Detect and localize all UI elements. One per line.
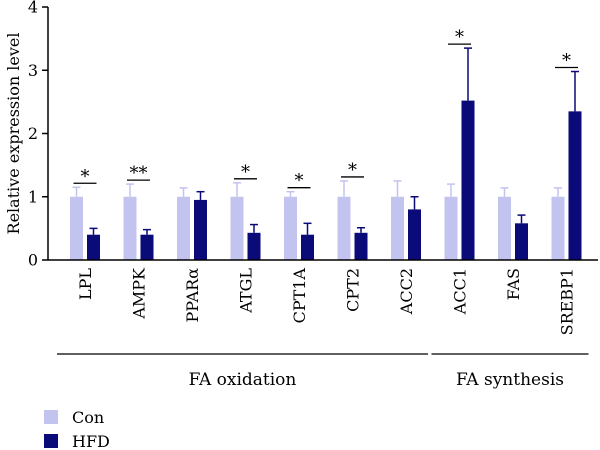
x-axis: LPL AMPK PPARα ATGL CPT1A CPT2 ACC2 ACC1 FAS SREB…	[48, 259, 598, 335]
significance-markers: * ** * ****	[73, 27, 578, 192]
bar-hfd-5	[354, 232, 368, 260]
group-label-0: FA oxidation	[189, 370, 297, 390]
legend-label-con: Con	[72, 408, 104, 427]
x-tick-label-3: ATGL	[237, 268, 256, 314]
x-tick-label-0: LPL	[76, 268, 95, 300]
significance-label-7: *	[455, 27, 464, 48]
x-tick-label-7: ACC1	[451, 268, 470, 315]
significance-label-1: **	[130, 163, 148, 184]
bars	[70, 100, 582, 260]
significance-label-9: *	[562, 51, 571, 72]
y-tick-label: 3	[28, 61, 38, 80]
bar-con-8	[498, 196, 511, 260]
significance-label-3: *	[241, 162, 250, 183]
x-tick-label-9: SREBP1	[558, 268, 577, 335]
bar-hfd-9	[568, 111, 582, 260]
bar-hfd-6	[408, 209, 421, 260]
bar-hfd-2	[194, 199, 207, 260]
y-tick-label: 1	[28, 187, 38, 206]
bar-con-6	[391, 196, 404, 260]
x-tick-label-8: FAS	[504, 268, 523, 300]
group-label-1: FA synthesis	[456, 370, 564, 390]
bar-con-9	[551, 196, 565, 260]
bar-hfd-7	[461, 100, 475, 260]
bar-hfd-1	[140, 234, 154, 260]
bar-hfd-3	[247, 232, 261, 260]
bar-hfd-0	[87, 234, 100, 260]
significance-label-0: *	[81, 166, 90, 187]
x-tick-label-5: CPT2	[344, 268, 363, 312]
bar-con-3	[230, 196, 244, 260]
legend: Con HFD	[44, 408, 110, 450]
bar-con-0	[70, 196, 83, 260]
bar-con-1	[123, 196, 137, 260]
x-tick-label-4: CPT1A	[290, 268, 309, 324]
x-tick-label-1: AMPK	[130, 267, 149, 320]
legend-swatch-con	[44, 410, 58, 424]
legend-swatch-hfd	[44, 434, 58, 448]
bar-con-7	[444, 196, 458, 260]
bar-hfd-4	[301, 234, 314, 260]
y-tick-label: 0	[28, 251, 38, 270]
x-tick-label-2: PPARα	[183, 268, 202, 323]
bar-hfd-8	[515, 223, 528, 260]
bar-con-5	[337, 196, 351, 260]
y-axis: 0 1 2 3 4 Relative expression level	[4, 0, 49, 270]
significance-label-4: *	[295, 171, 304, 192]
y-tick-label: 2	[28, 124, 38, 143]
error-bars	[72, 47, 579, 235]
category-groups: FA oxidation FA synthesis	[57, 353, 589, 390]
y-axis-title: Relative expression level	[4, 33, 23, 235]
y-tick-label: 4	[28, 0, 38, 17]
bar-con-2	[177, 196, 190, 260]
x-tick-label-6: ACC2	[397, 268, 416, 315]
significance-label-5: *	[348, 160, 357, 181]
legend-label-hfd: HFD	[72, 432, 110, 450]
bar-con-4	[284, 196, 297, 260]
